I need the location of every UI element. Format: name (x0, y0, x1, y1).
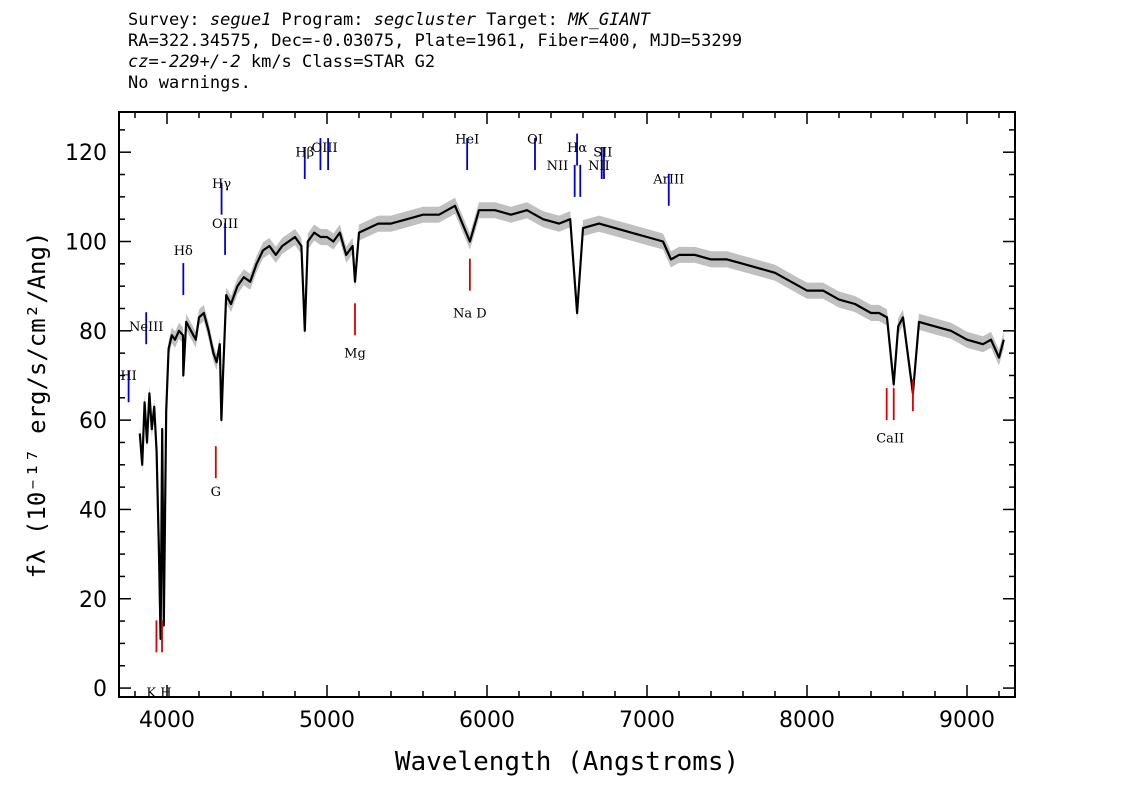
y-tick-label: 120 (65, 141, 107, 166)
absorption-line-label: CaII (876, 431, 904, 446)
program-label: Program: (271, 10, 374, 30)
header-line-3: cz=-229+/-2 km/s Class=STAR G2 (128, 52, 742, 73)
class-text: km/s Class=STAR G2 (240, 52, 436, 72)
x-tick-label: 5000 (299, 708, 355, 733)
emission-line-label: HeI (455, 132, 479, 147)
emission-line-label: SII (593, 146, 612, 161)
emission-line-label: HI (120, 369, 136, 384)
y-axis-label: fλ (10⁻¹⁷ erg/s/cm²/Ang) (23, 232, 51, 579)
x-tick-label: 8000 (779, 708, 835, 733)
absorption-line-label: K H (146, 686, 171, 701)
absorption-line-label: Na D (453, 306, 487, 321)
emission-line-label: Hα (567, 141, 587, 156)
y-tick-label: 100 (65, 231, 107, 256)
target-value: MK_GIANT (568, 10, 651, 30)
absorption-line-label: G (211, 485, 221, 500)
emission-line-label: OIII (212, 217, 238, 232)
target-label: Target: (476, 10, 569, 30)
y-tick-label: 80 (79, 320, 107, 345)
emission-line-label: Hγ (212, 177, 231, 192)
program-value: segcluster (373, 10, 477, 30)
survey-label: Survey: (128, 10, 210, 30)
survey-value: segue1 (209, 10, 272, 30)
emission-line-label: Hδ (174, 244, 193, 259)
flux-line (138, 204, 1005, 641)
emission-line-label: Hβ (295, 146, 314, 161)
x-tick-label: 9000 (939, 708, 995, 733)
x-axis-label: Wavelength (Angstroms) (395, 747, 739, 777)
header-line-1: Survey: segue1 Program: segcluster Targe… (128, 10, 742, 31)
flux-error-band (139, 197, 1004, 647)
absorption-line-label: Mg (344, 347, 366, 362)
cz-value: =-229+/-2 (148, 52, 241, 72)
spectrum-header: Survey: segue1 Program: segcluster Targe… (128, 10, 742, 94)
x-tick-label: 7000 (619, 708, 675, 733)
y-tick-label: 20 (79, 588, 107, 613)
plot-frame (118, 111, 1016, 698)
header-line-4: No warnings. (128, 73, 251, 93)
emission-line-label: OIII (312, 141, 338, 156)
emission-line-label: NII (588, 159, 610, 174)
emission-line-label: OI (527, 132, 543, 147)
header-line-2: RA=322.34575, Dec=-0.03075, Plate=1961, … (128, 31, 743, 51)
emission-line-label: NII (547, 159, 569, 174)
emission-line-label: ArIII (652, 172, 684, 187)
emission-line-label: NeIII (129, 320, 163, 335)
y-tick-label: 60 (79, 409, 107, 434)
y-tick-label: 40 (79, 498, 107, 523)
y-tick-label: 0 (93, 677, 107, 702)
axis-ticks: 4000 5000 6000 7000 8000 9000 0 20 40 60 80 100 120 (65, 112, 1015, 733)
x-tick-label: 4000 (139, 708, 195, 733)
cz-label: cz (128, 52, 149, 72)
x-tick-label: 6000 (459, 708, 515, 733)
